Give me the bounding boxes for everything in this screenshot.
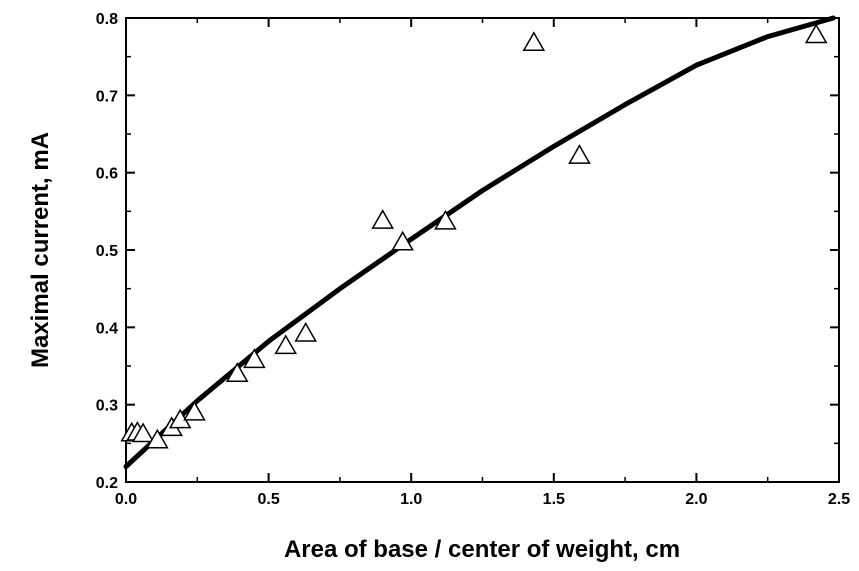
- data-point-triangle: [225, 362, 249, 382]
- data-point-triangle: [183, 400, 206, 421]
- y-axis-label: Maximal current, mA: [27, 132, 54, 368]
- data-point-triangle: [371, 209, 394, 229]
- data-point-triangle: [131, 422, 155, 443]
- y-tick-label: 0.8: [96, 11, 118, 28]
- data-point-triangle: [804, 23, 828, 44]
- fit-curve-layer: [123, 15, 836, 469]
- data-point-triangle: [274, 334, 298, 355]
- x-tick-label: 1.5: [543, 491, 565, 508]
- y-tick-label: 0.4: [96, 320, 118, 337]
- axis-ticks: [125, 17, 840, 483]
- x-tick-label: 0.0: [115, 491, 137, 508]
- data-point-triangle: [522, 31, 546, 51]
- plot-frame: [125, 17, 840, 483]
- x-tick-label: 2.5: [828, 491, 850, 508]
- fit-curve: [123, 15, 836, 469]
- data-point-triangle: [146, 428, 169, 449]
- data-point-triangle: [391, 230, 414, 251]
- y-tick-label: 0.7: [96, 88, 118, 105]
- y-tick-label: 0.6: [96, 166, 118, 183]
- y-tick-labels: 0.2 0.3 0.4 0.5 0.6 0.7 0.8: [96, 11, 118, 492]
- data-point-triangle: [434, 209, 457, 230]
- x-tick-labels: 0.0 0.5 1.0 1.5 2.0 2.5: [115, 491, 850, 508]
- data-point-triangle: [243, 348, 266, 369]
- data-point-triangle: [294, 322, 317, 342]
- x-tick-label: 0.5: [257, 491, 279, 508]
- data-point-triangle: [568, 144, 591, 164]
- y-tick-label: 0.3: [96, 398, 118, 415]
- marker-layer: [120, 23, 828, 449]
- x-tick-label: 2.0: [685, 491, 707, 508]
- x-axis-label: Area of base / center of weight, cm: [284, 536, 680, 563]
- y-tick-label: 0.5: [96, 243, 118, 260]
- x-tick-label: 1.0: [400, 491, 422, 508]
- y-tick-label: 0.2: [96, 475, 118, 492]
